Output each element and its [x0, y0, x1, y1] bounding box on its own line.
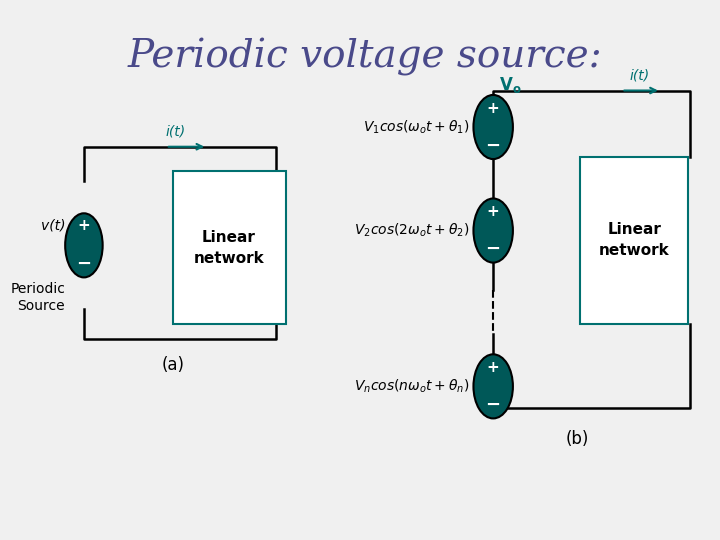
- Text: Linear
network: Linear network: [194, 230, 264, 266]
- Text: v(t): v(t): [41, 219, 66, 233]
- Text: $V_n cos(n\omega_o t + \theta_n)$: $V_n cos(n\omega_o t + \theta_n)$: [354, 377, 469, 395]
- Text: −: −: [485, 396, 500, 414]
- Text: $\mathbf{V_o}$: $\mathbf{V_o}$: [499, 76, 521, 96]
- Text: $V_1 cos(\omega_o t + \theta_1)$: $V_1 cos(\omega_o t + \theta_1)$: [363, 118, 469, 136]
- Text: (a): (a): [161, 356, 184, 374]
- Text: −: −: [485, 240, 500, 258]
- Text: (b): (b): [565, 430, 589, 448]
- Ellipse shape: [66, 213, 103, 278]
- Ellipse shape: [474, 354, 513, 418]
- Text: +: +: [487, 101, 500, 116]
- Text: +: +: [487, 360, 500, 375]
- Bar: [173, 171, 286, 324]
- Ellipse shape: [474, 95, 513, 159]
- Text: −: −: [485, 137, 500, 155]
- Text: Periodic
Source: Periodic Source: [10, 282, 66, 313]
- Text: −: −: [76, 255, 91, 273]
- Text: Periodic voltage source:: Periodic voltage source:: [127, 38, 603, 76]
- Bar: [580, 157, 688, 324]
- Text: $V_2 cos(2\omega_o t + \theta_2)$: $V_2 cos(2\omega_o t + \theta_2)$: [354, 222, 469, 239]
- Text: i(t): i(t): [166, 125, 186, 139]
- Text: i(t): i(t): [629, 69, 649, 83]
- Ellipse shape: [474, 199, 513, 262]
- Text: +: +: [78, 218, 90, 233]
- Text: +: +: [487, 204, 500, 219]
- Text: Linear
network: Linear network: [599, 222, 670, 259]
